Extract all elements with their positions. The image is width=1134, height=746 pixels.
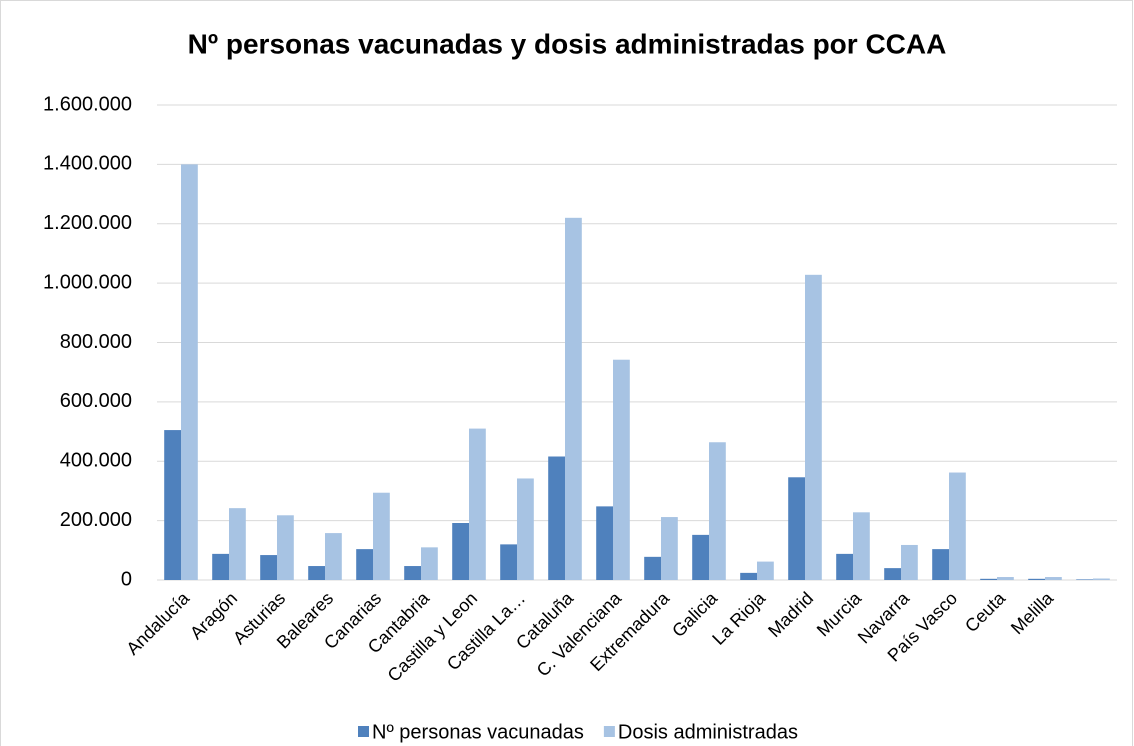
y-tick-label: 400.000 (60, 450, 132, 472)
bar (997, 577, 1014, 580)
legend-label: Dosis administradas (618, 721, 798, 743)
bar (901, 544, 918, 580)
bar (452, 523, 469, 580)
bar (548, 456, 565, 580)
bar (1045, 577, 1062, 580)
bar (709, 442, 726, 580)
bar (836, 553, 853, 580)
bar (500, 544, 517, 580)
y-tick-label: 1.200.000 (43, 212, 132, 234)
bar (805, 274, 822, 580)
bar (740, 572, 757, 580)
bar (692, 534, 709, 580)
bar (277, 515, 294, 580)
bar (1028, 578, 1045, 580)
bar (949, 472, 966, 580)
y-tick-label: 600.000 (60, 390, 132, 412)
bar (517, 478, 534, 580)
bar (308, 566, 325, 580)
bar (596, 506, 613, 580)
bar (565, 217, 582, 580)
bar (1076, 579, 1093, 580)
chart-title: Nº personas vacunadas y dosis administra… (188, 28, 947, 59)
y-tick-label: 1.400.000 (43, 153, 132, 175)
bar (980, 578, 997, 580)
bar (469, 428, 486, 580)
y-tick-label: 1.600.000 (43, 93, 132, 115)
bar (661, 517, 678, 580)
y-tick-label: 0 (121, 568, 132, 590)
bar (229, 508, 246, 580)
bar (164, 430, 181, 580)
y-tick-label: 1.000.000 (43, 271, 132, 293)
bar (757, 561, 774, 580)
bar (356, 549, 373, 580)
y-tick-label: 800.000 (60, 331, 132, 353)
bar (853, 512, 870, 580)
bar (884, 568, 901, 580)
bar (260, 555, 277, 580)
bar (212, 553, 229, 580)
bar (644, 556, 661, 580)
bar (1093, 578, 1110, 580)
legend-swatch (358, 726, 369, 737)
legend-swatch (603, 726, 615, 737)
bar (404, 566, 421, 580)
bar (788, 477, 805, 580)
bar (373, 492, 390, 580)
bar (613, 359, 630, 580)
bar (325, 533, 342, 580)
bar (932, 549, 949, 580)
y-tick-label: 200.000 (60, 509, 132, 531)
bar (421, 547, 438, 580)
bar (181, 164, 198, 580)
legend-label: Nº personas vacunadas (372, 721, 584, 743)
